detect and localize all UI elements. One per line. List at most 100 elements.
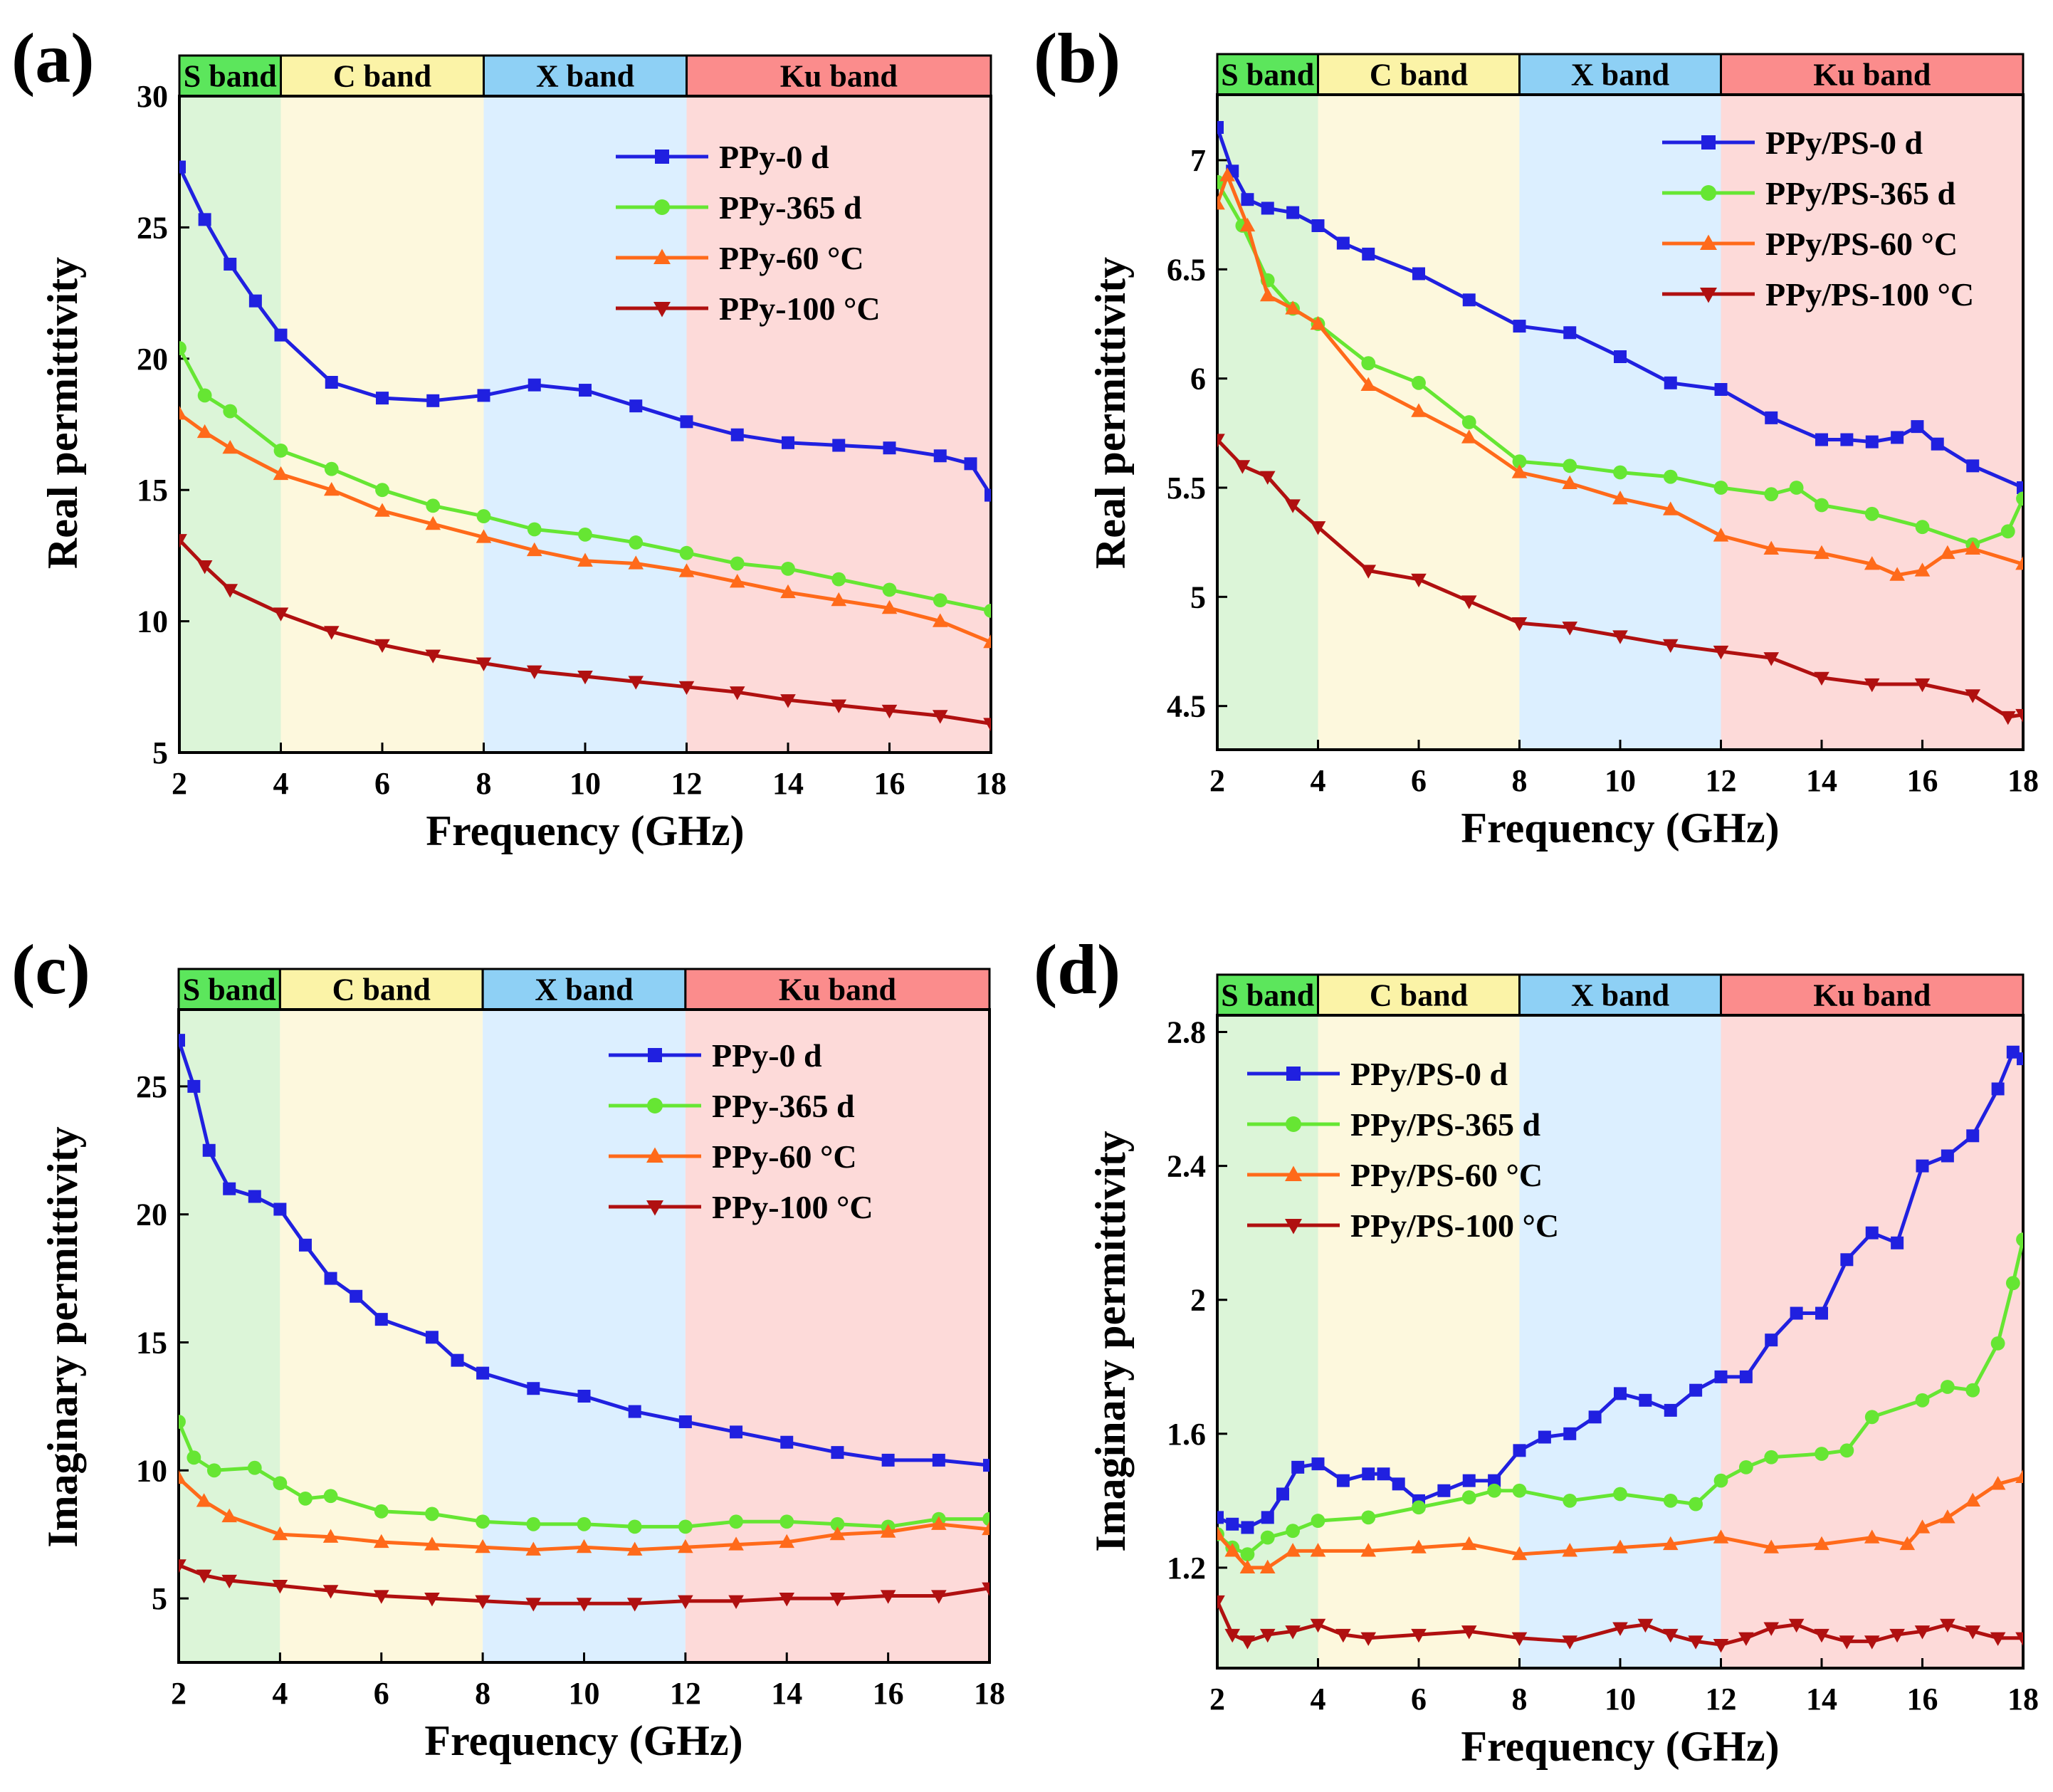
- data-point: [1276, 1487, 1289, 1501]
- x-tick-label: 14: [1806, 1682, 1837, 1717]
- data-point: [1764, 487, 1779, 502]
- data-point: [322, 1585, 339, 1599]
- data-point: [1461, 1490, 1476, 1505]
- data-point: [680, 415, 693, 429]
- legend: PPy-0 d PPy-365 d PPy-60 °C PPy-100 °C: [609, 1037, 873, 1225]
- legend-marker: [1286, 1116, 1301, 1132]
- data-point: [1865, 1226, 1879, 1240]
- data-point: [426, 394, 440, 407]
- data-point: [374, 1313, 388, 1326]
- series-3: [179, 1559, 989, 1612]
- series-2: [179, 405, 991, 649]
- data-point: [1512, 1483, 1527, 1498]
- data-point: [1613, 465, 1627, 480]
- data-point: [1663, 469, 1678, 484]
- data-point: [373, 1534, 389, 1549]
- data-point: [1713, 481, 1728, 495]
- data-point: [1839, 1443, 1854, 1458]
- x-tick-label: 10: [1605, 1682, 1636, 1717]
- band-header-1: [278, 968, 484, 1011]
- series-line: [179, 1477, 989, 1552]
- data-point: [1412, 375, 1426, 390]
- data-point: [1285, 1625, 1301, 1640]
- data-point: [831, 592, 847, 607]
- series-2: [1217, 167, 2023, 581]
- data-point: [1966, 1129, 1980, 1143]
- data-point: [324, 461, 339, 476]
- data-point: [982, 1511, 989, 1526]
- data-point: [1738, 1632, 1754, 1646]
- data-point: [983, 718, 991, 732]
- data-point: [1588, 1410, 1602, 1424]
- data-point: [984, 603, 991, 618]
- y-axis-title: Real permittivity: [39, 257, 86, 569]
- data-point: [1612, 1539, 1628, 1553]
- data-point: [2006, 1045, 2020, 1059]
- data-point: [1839, 1635, 1855, 1650]
- data-point: [1914, 1625, 1931, 1640]
- data-point: [1664, 1403, 1677, 1417]
- legend: PPy/PS-0 d PPy/PS-365 d PPy/PS-60 °C PPy/PS…: [1662, 125, 1974, 313]
- band-region-3: [686, 96, 991, 753]
- data-point: [1713, 1529, 1729, 1544]
- series-1: [179, 341, 991, 618]
- data-point: [985, 488, 991, 502]
- x-tick-label: 18: [2007, 1682, 2039, 1717]
- legend-label: PPy-100 °C: [712, 1189, 873, 1225]
- data-point: [527, 522, 542, 537]
- x-tick-label: 12: [671, 766, 703, 801]
- data-point: [476, 1514, 490, 1529]
- data-point: [1614, 1387, 1627, 1400]
- data-point: [1411, 1628, 1427, 1643]
- x-tick-label: 12: [670, 1676, 701, 1711]
- data-point: [375, 483, 389, 498]
- data-point: [1990, 1632, 2006, 1646]
- x-tick-label: 4: [1311, 1682, 1326, 1717]
- data-point: [223, 1182, 236, 1195]
- data-point: [578, 527, 592, 542]
- data-point: [1765, 1333, 1778, 1347]
- data-point: [1689, 1497, 1703, 1511]
- data-point: [730, 1425, 743, 1439]
- band-region-2: [1519, 1015, 1721, 1668]
- x-tick-label: 16: [1907, 763, 1938, 798]
- data-point: [1310, 521, 1326, 535]
- x-tick-label: 12: [1706, 1682, 1737, 1717]
- y-tick-label: 2.8: [1167, 1015, 1206, 1050]
- band-label: C band: [333, 59, 431, 94]
- data-point: [1261, 1511, 1274, 1524]
- data-point: [476, 1366, 490, 1380]
- band-region-1: [280, 96, 484, 753]
- data-point: [1940, 1380, 1955, 1394]
- data-point: [222, 584, 238, 598]
- data-point: [1899, 1536, 1916, 1551]
- data-point: [1336, 1474, 1350, 1487]
- series-line: [179, 538, 991, 725]
- data-point: [1915, 520, 1930, 535]
- band-region-0: [1217, 95, 1318, 750]
- data-point: [1239, 1559, 1256, 1574]
- series-3: [179, 534, 991, 732]
- data-point: [1713, 645, 1729, 660]
- data-point: [1889, 1628, 1905, 1643]
- series-0: [1217, 1045, 2023, 1534]
- data-point: [222, 439, 238, 454]
- data-point: [728, 1595, 744, 1609]
- panel-label: (d): [1034, 930, 1120, 1009]
- data-point: [1310, 1543, 1326, 1557]
- data-point: [323, 626, 340, 640]
- data-point: [1662, 1536, 1679, 1551]
- data-point: [1361, 1510, 1376, 1525]
- data-point: [1663, 1493, 1678, 1508]
- data-point: [1360, 1632, 1377, 1646]
- legend-marker: [1700, 288, 1717, 303]
- y-tick-label: 6: [1190, 362, 1206, 397]
- data-point: [1511, 1546, 1528, 1561]
- x-tick-label: 2: [172, 766, 187, 801]
- data-point: [1815, 1306, 1828, 1320]
- data-point: [1511, 617, 1528, 632]
- plot-area: [179, 1034, 989, 1612]
- data-point: [425, 649, 441, 664]
- data-point: [730, 556, 745, 571]
- y-tick-label: 1.6: [1167, 1417, 1206, 1452]
